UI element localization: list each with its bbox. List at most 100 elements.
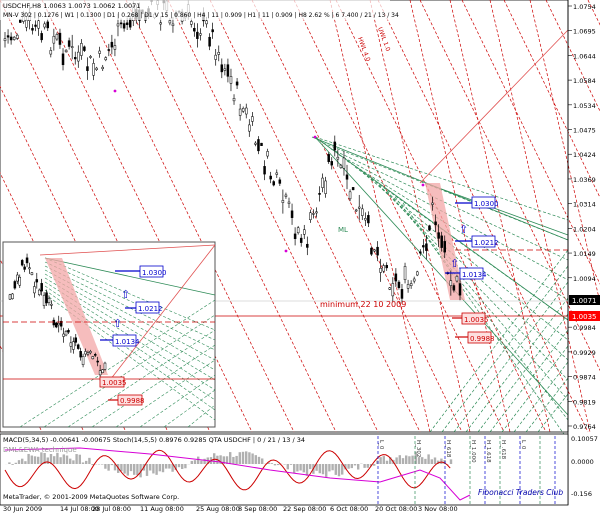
candle-body [241, 108, 245, 112]
candle-body [74, 337, 78, 343]
red-dashed-line [461, 0, 600, 285]
price-tick-label: 0.9874 [573, 374, 596, 382]
red-dashed-line [419, 0, 600, 372]
candle-body [13, 281, 17, 289]
candle-body [428, 225, 431, 231]
candle-body [339, 164, 343, 168]
time-label: 22 Sep 08:00 [283, 505, 326, 513]
red-rising-line [419, 29, 569, 184]
candle-body [125, 22, 129, 25]
histogram-bar [65, 455, 69, 464]
candle-body [385, 265, 388, 269]
candle-body [275, 172, 279, 175]
candle-body [440, 235, 443, 248]
candle-body [425, 243, 428, 251]
inset-green-line [187, 404, 216, 428]
histogram-bar [49, 454, 53, 464]
fractal-marker [313, 135, 317, 139]
level-1-text: 1.0300 [474, 200, 499, 208]
club-label: Fibonacci Traders Club [478, 488, 563, 497]
candle-body [214, 54, 217, 60]
upper-channel-line-2 [424, 182, 569, 236]
histogram-bar [270, 463, 273, 464]
histogram-bar [53, 456, 56, 464]
candle-body [400, 289, 404, 299]
alt-price-value: 1.0035 [572, 313, 597, 321]
candle-body [263, 166, 266, 175]
candle-body [354, 209, 358, 212]
inset-level-4: 1.0035 [99, 376, 127, 388]
histogram-bar [133, 464, 136, 475]
candle-body [193, 28, 196, 32]
histogram-bar [229, 452, 232, 464]
time-label: 3 Nov 08:00 [418, 505, 458, 513]
histogram-bar [193, 460, 197, 464]
green-fan-line [429, 249, 569, 433]
minimum-label: minimum 22 10 2009 [320, 300, 406, 309]
histogram-bar [107, 464, 110, 471]
green-fan-line [525, 377, 569, 433]
histogram-bar [248, 452, 251, 464]
inset-green-line [44, 277, 216, 381]
histogram-bar [200, 460, 203, 464]
histogram-bar [395, 457, 398, 464]
candle-body [348, 191, 352, 200]
red-dashed-line [545, 0, 600, 112]
candle-body [101, 66, 104, 70]
candle-body [223, 68, 227, 71]
histogram-bar [91, 464, 94, 466]
candle-body [220, 64, 224, 73]
candle-body [244, 107, 248, 115]
histogram-bar [299, 464, 302, 471]
level-label-5: 0.9988 [455, 331, 495, 344]
level-5-text: 0.9988 [470, 335, 495, 343]
header-backdrop [0, 0, 390, 20]
inset-level-5-text: 0.9988 [120, 397, 145, 405]
histogram-bar [373, 464, 376, 466]
histogram-bar [254, 455, 257, 464]
green-fan-line [370, 178, 569, 361]
price-axis[interactable]: 1.0754 1.0695 1.0644 1.0584 1.0534 1.0475 1.04… [567, 0, 600, 505]
fractal-marker [113, 89, 117, 93]
level-4-text: 1.0035 [464, 316, 489, 324]
inset-red-line-2 [109, 244, 216, 381]
candle-body [45, 292, 48, 304]
candle-body [455, 276, 459, 282]
histogram-bar [101, 464, 104, 465]
lower-channel-line [314, 136, 569, 416]
inset-level-3: 1.0134 [100, 334, 140, 347]
candle-body [95, 67, 98, 71]
histogram-bar [341, 464, 344, 475]
inset-green-line [163, 389, 216, 428]
candle-body [23, 266, 26, 270]
histogram-bar [440, 458, 443, 464]
histogram-bar [46, 457, 49, 464]
histogram-bar [427, 454, 430, 464]
histogram-bar [241, 451, 245, 464]
candle-body [3, 38, 7, 42]
histogram-bar [21, 458, 24, 464]
histogram-bar [405, 455, 408, 464]
candle-body [287, 201, 291, 204]
level-label-2: 1.0212 [455, 235, 499, 248]
histogram-bar [277, 464, 280, 466]
inset-level-5: 0.9988 [108, 394, 145, 406]
candle-body [397, 281, 401, 288]
price-panel[interactable]: 1.0300 1.0212 1.0134 1.0035 0.9988 ⇧ ⇧ m… [0, 0, 600, 441]
green-fan-line [330, 148, 569, 261]
histogram-bar [437, 460, 440, 464]
candle-body [122, 23, 126, 29]
green-fan-lines [314, 136, 569, 441]
oscillator-panel[interactable]: L_0 H_302 H_618 H_1.000 H_1.618 H_.618 L_0 MAC… [0, 433, 598, 506]
candle-body [86, 66, 89, 71]
candle-body [254, 142, 257, 145]
candle-body [89, 56, 92, 58]
histogram-bar [43, 453, 46, 464]
candle-body [113, 45, 117, 50]
candle-body [226, 64, 230, 77]
histogram-bar [389, 457, 392, 464]
candle-body [92, 63, 95, 76]
candle-body [306, 243, 309, 248]
fractal-marker [421, 183, 425, 187]
